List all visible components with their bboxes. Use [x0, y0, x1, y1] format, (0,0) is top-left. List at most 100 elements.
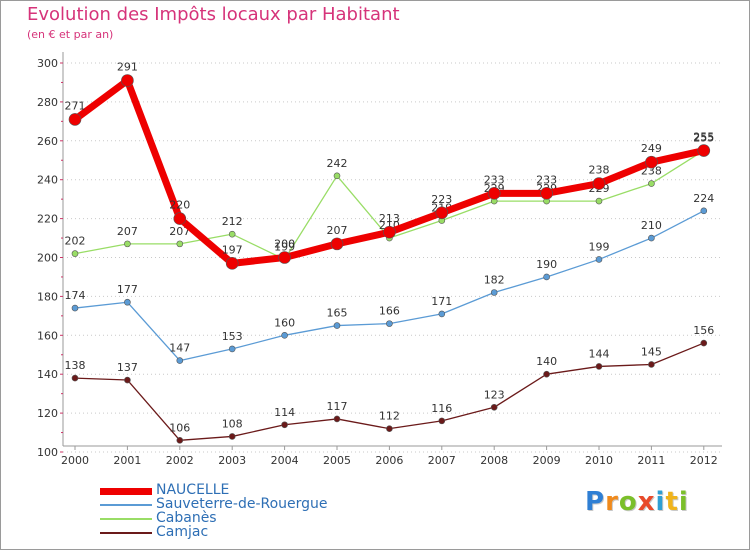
y-tick-label: 220 [37, 213, 58, 226]
data-point [645, 155, 658, 169]
data-label: 144 [589, 347, 610, 360]
data-label: 160 [274, 316, 295, 329]
y-tick-label: 260 [37, 135, 58, 148]
data-point [487, 187, 501, 200]
data-point [173, 212, 187, 225]
data-point [124, 240, 131, 248]
data-label: 271 [65, 99, 86, 112]
data-label: 207 [117, 225, 138, 238]
data-label: 153 [222, 330, 243, 343]
data-point [71, 250, 79, 257]
data-point [435, 206, 449, 220]
data-label: 220 [169, 199, 190, 212]
data-point [700, 339, 708, 347]
data-point [540, 187, 553, 200]
data-point [71, 374, 79, 382]
data-point [228, 345, 236, 353]
data-label: 242 [327, 157, 348, 170]
x-tick-label: 2008 [480, 454, 508, 467]
data-label: 166 [379, 305, 400, 318]
data-label: 137 [117, 361, 138, 374]
chart-subtitle: (en € et par an) [27, 28, 114, 41]
data-label: 147 [169, 342, 190, 355]
data-label: 123 [484, 388, 505, 401]
brand-letter: r [605, 487, 619, 517]
data-label: 156 [693, 324, 714, 337]
data-point [490, 289, 498, 296]
data-point [648, 234, 655, 242]
y-tick-label: 140 [37, 368, 58, 381]
data-label: 199 [589, 240, 610, 253]
data-point [438, 417, 446, 425]
data-point [121, 74, 134, 87]
data-label: 140 [536, 355, 557, 368]
data-label: 212 [222, 215, 243, 228]
data-point [330, 237, 344, 251]
data-label: 114 [274, 406, 295, 419]
data-point [386, 320, 393, 327]
brand-letter: P [585, 487, 606, 517]
data-label: 177 [117, 283, 138, 296]
data-label: 213 [379, 212, 400, 225]
data-point [648, 361, 655, 368]
data-label: 207 [169, 225, 190, 238]
data-point [595, 197, 603, 205]
data-point [700, 207, 708, 215]
data-point [697, 144, 711, 157]
x-tick-label: 2003 [218, 454, 246, 467]
data-label: 199 [274, 240, 295, 253]
x-tick-label: 2002 [166, 454, 194, 467]
x-tick-label: 2009 [533, 454, 561, 467]
y-tick-label: 180 [37, 290, 58, 303]
x-tick-label: 2006 [375, 454, 403, 467]
data-label: 207 [327, 224, 348, 237]
data-label: 233 [536, 173, 557, 186]
data-label: 112 [379, 410, 400, 423]
data-label: 117 [327, 400, 348, 413]
data-label: 106 [169, 421, 190, 434]
brand-logo: Proxiti [585, 487, 689, 517]
legend-label: Cabanès [156, 510, 217, 526]
x-tick-label: 2004 [271, 454, 299, 467]
data-label: 238 [589, 164, 610, 177]
x-tick-label: 2000 [61, 454, 89, 467]
data-label: 197 [222, 243, 243, 256]
legend-label: Camjac [156, 524, 209, 540]
y-tick-label: 300 [37, 57, 58, 70]
data-label: 291 [117, 61, 138, 74]
data-label: 174 [65, 289, 86, 302]
brand-letter: i [678, 487, 689, 517]
data-point [228, 230, 236, 238]
data-point [176, 437, 184, 444]
legend-label: Sauveterre-de-Rouergue [156, 496, 328, 512]
data-point [383, 225, 396, 239]
data-label: 233 [484, 173, 505, 186]
x-tick-label: 2010 [585, 454, 613, 467]
legend-swatch [100, 518, 152, 520]
data-point [592, 177, 606, 190]
brand-letter: x [637, 487, 656, 517]
data-point [124, 298, 131, 306]
data-label: 249 [641, 142, 662, 155]
data-point [281, 331, 288, 339]
legend-label: NAUCELLE [156, 482, 230, 498]
data-point [225, 257, 239, 270]
data-point [595, 256, 603, 263]
data-label: 200 [274, 238, 295, 251]
data-point [176, 357, 184, 364]
data-label: 255 [693, 132, 714, 145]
y-tick-label: 200 [37, 252, 58, 265]
data-label: 165 [327, 307, 348, 320]
data-point [438, 310, 446, 318]
data-point [543, 273, 550, 281]
data-label: 108 [222, 417, 243, 430]
brand-letter: i [655, 487, 666, 517]
data-point [386, 425, 393, 432]
data-label: 255 [693, 131, 714, 144]
data-label: 224 [693, 192, 714, 205]
data-point [124, 376, 131, 384]
data-point [68, 113, 82, 126]
data-label: 145 [641, 345, 662, 358]
chart-title: Evolution des Impôts locaux par Habitant [27, 4, 400, 25]
